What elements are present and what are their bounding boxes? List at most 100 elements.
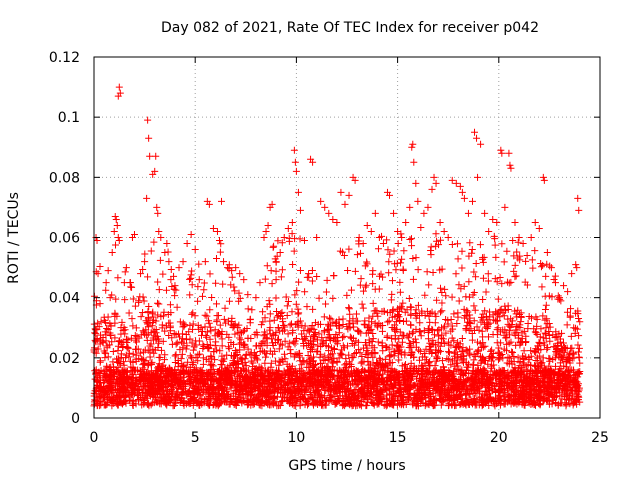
data-point xyxy=(159,361,167,369)
data-point xyxy=(448,240,456,248)
data-point xyxy=(336,349,344,357)
data-point xyxy=(391,397,399,405)
data-point xyxy=(550,343,558,351)
data-point xyxy=(453,240,461,248)
data-point xyxy=(295,309,303,317)
data-point xyxy=(478,344,486,352)
data-point xyxy=(491,275,499,283)
data-point xyxy=(470,317,478,325)
data-point xyxy=(371,285,379,293)
data-point xyxy=(119,326,127,334)
data-point xyxy=(476,352,484,360)
data-point xyxy=(270,316,278,324)
data-point xyxy=(335,329,343,337)
data-point xyxy=(259,337,267,345)
data-point xyxy=(412,254,420,262)
data-point xyxy=(376,354,384,362)
data-point xyxy=(272,276,280,284)
data-point xyxy=(503,333,511,341)
data-point xyxy=(484,270,492,278)
data-point xyxy=(440,395,448,403)
data-point xyxy=(203,312,211,320)
data-point xyxy=(315,294,323,302)
data-point xyxy=(479,356,487,364)
data-point xyxy=(417,332,425,340)
data-point xyxy=(114,401,122,409)
data-point xyxy=(189,325,197,333)
data-point xyxy=(382,343,390,351)
data-point xyxy=(369,280,377,288)
data-point xyxy=(355,328,363,336)
data-point xyxy=(358,367,366,375)
data-point xyxy=(514,238,522,246)
data-point xyxy=(194,283,202,291)
data-point xyxy=(450,337,458,345)
data-point xyxy=(318,334,326,342)
data-point xyxy=(349,334,357,342)
data-point xyxy=(221,304,229,312)
data-point xyxy=(374,245,382,253)
data-point xyxy=(361,283,369,291)
data-point xyxy=(491,241,499,249)
data-point xyxy=(393,259,401,267)
data-point xyxy=(223,330,231,338)
data-point xyxy=(388,341,396,349)
data-point xyxy=(510,353,518,361)
data-point xyxy=(286,346,294,354)
data-point xyxy=(138,401,146,409)
data-point xyxy=(345,245,353,253)
data-point xyxy=(462,401,470,409)
data-point xyxy=(141,250,149,258)
data-point xyxy=(361,317,369,325)
data-point xyxy=(345,351,353,359)
data-point xyxy=(399,331,407,339)
data-point xyxy=(280,350,288,358)
data-point xyxy=(472,273,480,281)
data-point xyxy=(288,230,296,238)
data-point xyxy=(438,357,446,365)
data-point xyxy=(572,309,580,317)
data-point xyxy=(282,293,290,301)
data-point xyxy=(182,330,190,338)
data-point xyxy=(189,346,197,354)
data-point xyxy=(109,348,117,356)
data-point xyxy=(468,246,476,254)
data-point xyxy=(511,364,519,372)
data-point xyxy=(96,357,104,365)
data-point xyxy=(371,349,379,357)
data-point xyxy=(481,342,489,350)
data-point xyxy=(437,284,445,292)
data-point xyxy=(197,366,205,374)
data-point xyxy=(291,340,299,348)
data-point xyxy=(213,254,221,262)
data-point xyxy=(284,330,292,338)
data-point xyxy=(268,280,276,288)
data-point xyxy=(409,275,417,283)
data-point xyxy=(156,400,164,408)
data-point xyxy=(536,358,544,366)
data-point xyxy=(542,334,550,342)
data-point xyxy=(176,318,184,326)
data-point xyxy=(458,335,466,343)
data-point xyxy=(479,258,487,266)
data-point xyxy=(160,308,168,316)
data-point xyxy=(244,345,252,353)
data-point xyxy=(286,339,294,347)
data-point xyxy=(272,294,280,302)
data-point xyxy=(502,334,510,342)
data-point xyxy=(429,269,437,277)
data-point xyxy=(360,320,368,328)
data-point xyxy=(407,311,415,319)
data-point xyxy=(112,295,120,303)
data-point xyxy=(391,335,399,343)
data-point xyxy=(315,330,323,338)
data-point xyxy=(266,300,274,308)
data-point xyxy=(466,239,474,247)
data-point xyxy=(262,353,270,361)
data-point xyxy=(329,294,337,302)
data-point xyxy=(200,279,208,287)
data-point xyxy=(394,349,402,357)
data-point xyxy=(442,316,450,324)
data-point xyxy=(438,299,446,307)
data-point xyxy=(227,281,235,289)
